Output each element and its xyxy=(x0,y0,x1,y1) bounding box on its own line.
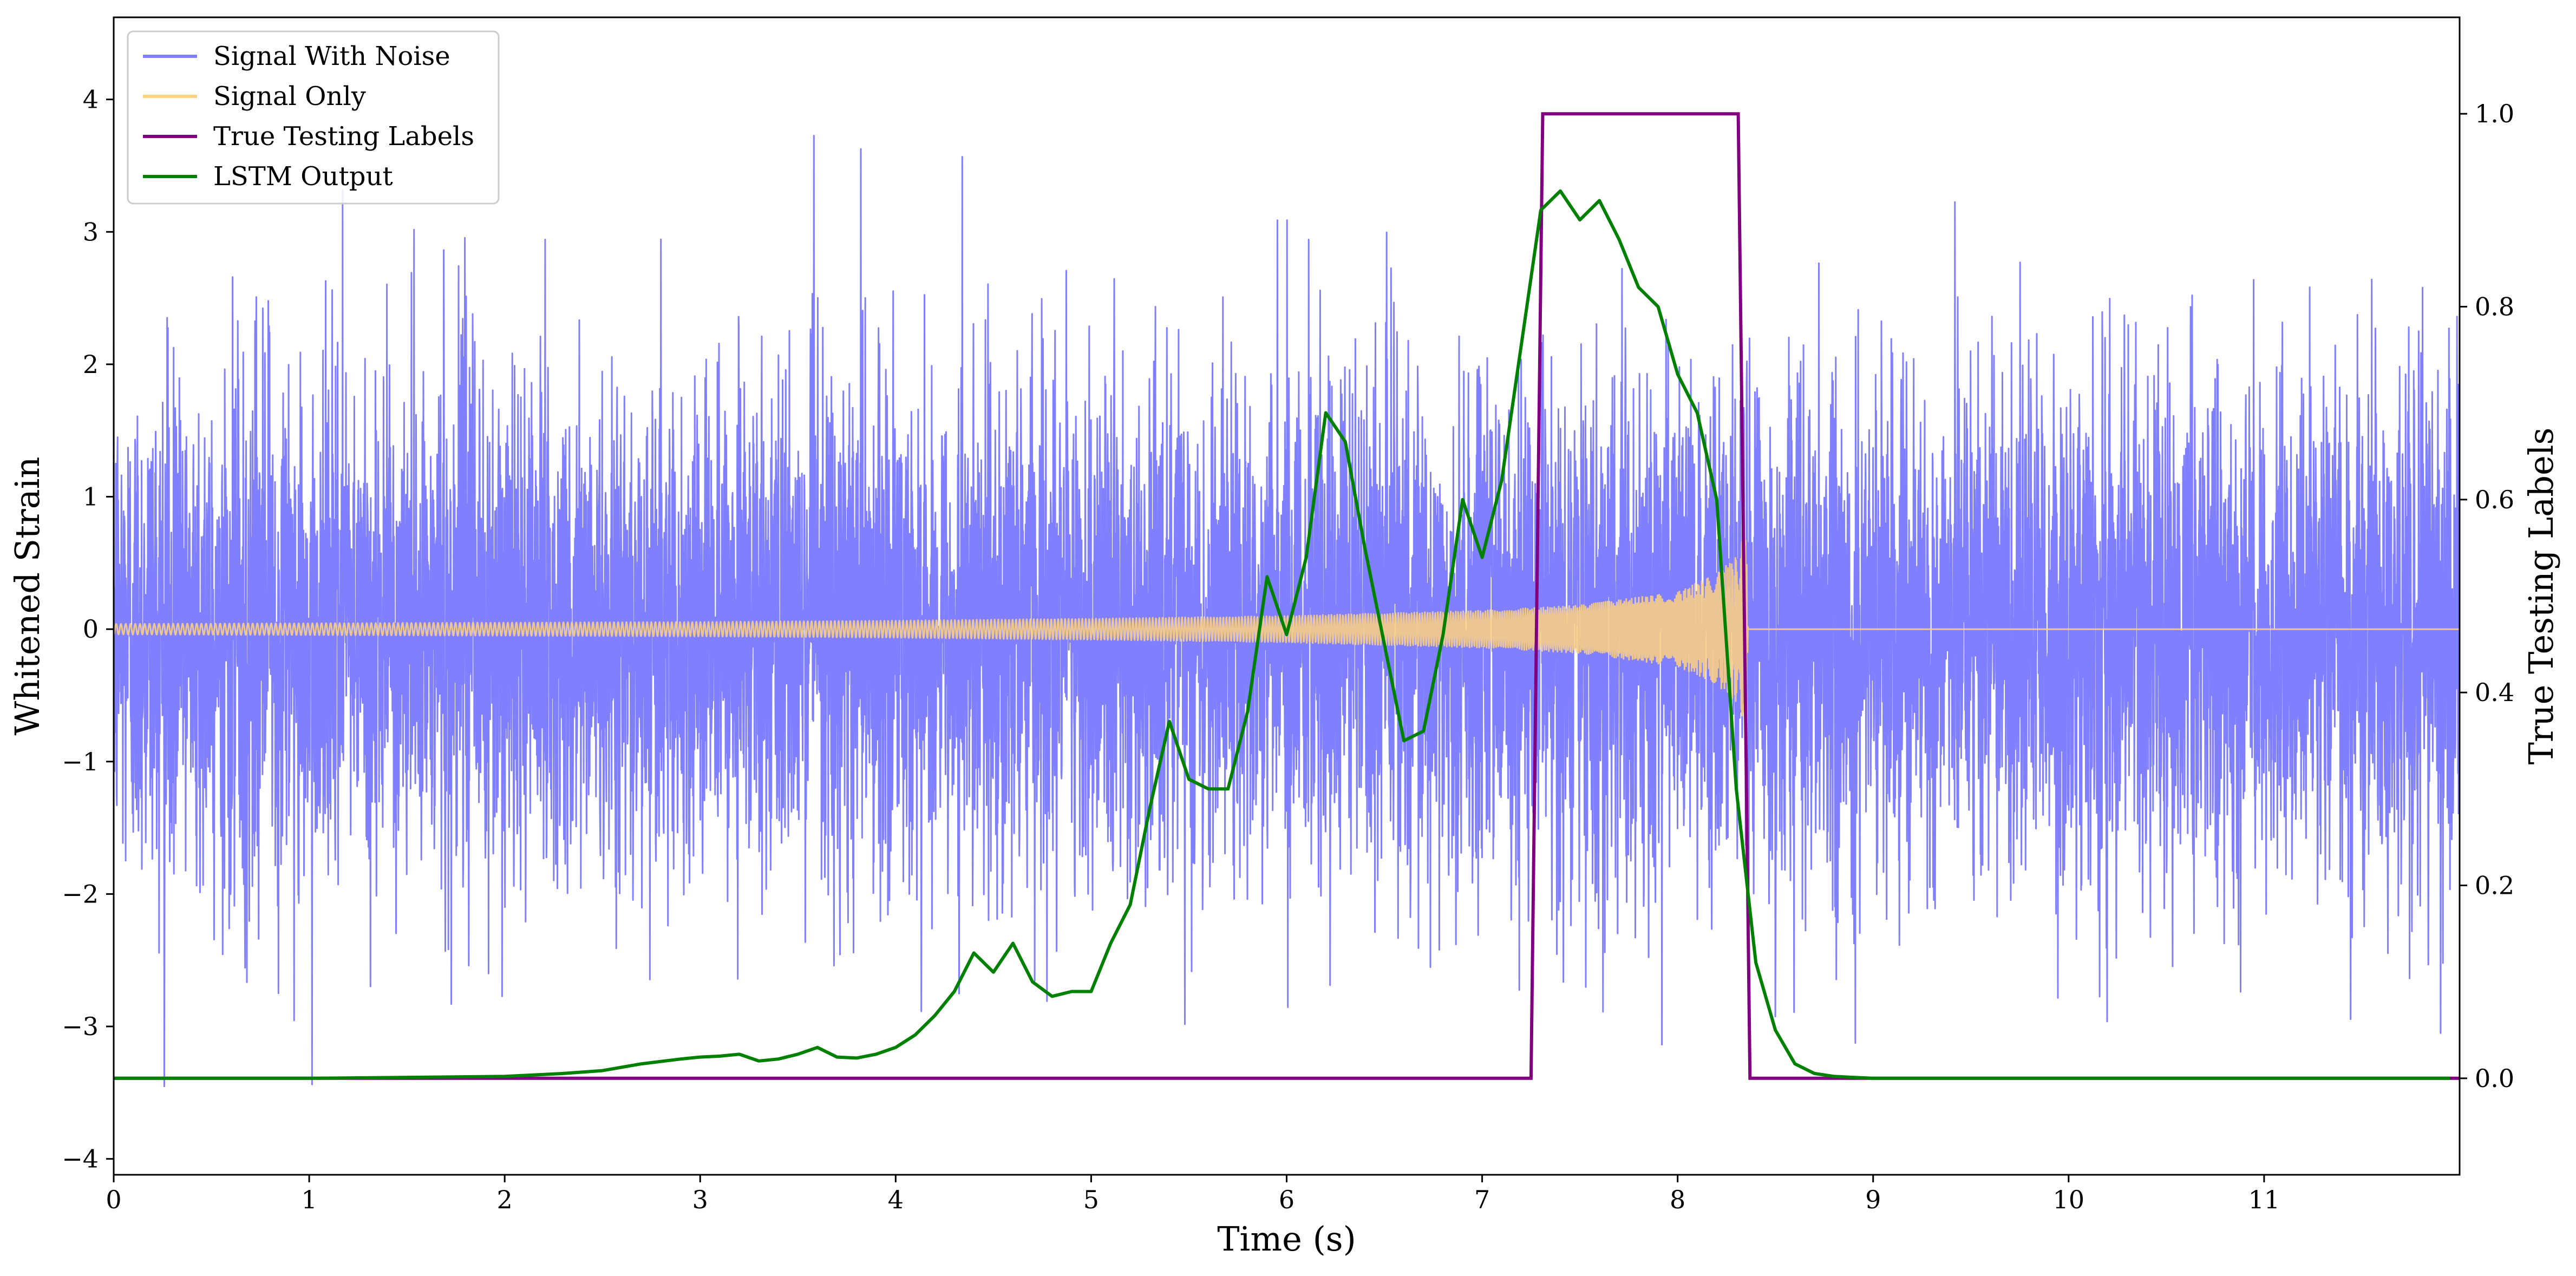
x-tick-label: 9 xyxy=(1865,1185,1881,1214)
legend-label: Signal Only xyxy=(213,81,366,112)
y-tick-label: 3 xyxy=(83,217,99,246)
y-right-tick-label: 0.0 xyxy=(2475,1064,2514,1093)
y-right-tick-label: 0.4 xyxy=(2475,678,2514,707)
x-tick-label: 4 xyxy=(888,1185,904,1214)
legend-box xyxy=(127,30,500,205)
series-layer xyxy=(114,112,2460,1088)
legend: Signal With Noise Signal Only True Testing… xyxy=(127,30,500,205)
y-tick-label: −1 xyxy=(62,747,99,776)
legend-label: Signal With Noise xyxy=(213,41,450,71)
x-tick-label: 3 xyxy=(692,1185,708,1214)
x-axis-label: Time (s) xyxy=(1217,1219,1356,1259)
x-tick-label: 1 xyxy=(301,1185,317,1214)
x-tick-label: 5 xyxy=(1083,1185,1099,1214)
x-tick-label: 10 xyxy=(2053,1185,2085,1214)
y-tick-label: 0 xyxy=(83,614,99,644)
x-tick-label: 8 xyxy=(1670,1185,1685,1214)
y-right-tick-label: 0.8 xyxy=(2475,292,2514,322)
x-tick-label: 6 xyxy=(1279,1185,1294,1214)
axes-layer: 0 1 2 3 4 5 6 7 8 9 10 11 −4 −3 −2 −1 0 1 2 3 4 0.0 0.2 0.4 0.6 0… xyxy=(8,16,2561,1259)
x-tick-label: 0 xyxy=(106,1185,121,1214)
y-right-tick-label: 0.2 xyxy=(2475,871,2514,900)
series-signal-with-noise xyxy=(114,135,2460,1088)
series-lstm-output xyxy=(114,189,2450,1080)
y-axis-label: Whitened Strain xyxy=(8,457,47,736)
legend-label: True Testing Labels xyxy=(213,121,474,152)
y-tick-label: 4 xyxy=(83,85,99,114)
y-tick-label: 1 xyxy=(83,482,99,512)
y-right-tick-label: 1.0 xyxy=(2475,99,2514,128)
x-tick-label: 7 xyxy=(1474,1185,1490,1214)
y-tick-label: −4 xyxy=(62,1144,99,1174)
y-tick-label: −2 xyxy=(62,879,99,908)
x-tick-label: 2 xyxy=(497,1185,513,1214)
y-right-tick-label: 0.6 xyxy=(2475,485,2514,514)
y-tick-label: −3 xyxy=(62,1012,99,1041)
y-right-axis-label: True Testing Labels xyxy=(2521,428,2561,765)
legend-label: LSTM Output xyxy=(213,161,393,192)
x-tick-label: 11 xyxy=(2248,1185,2280,1214)
y-tick-label: 2 xyxy=(83,350,99,379)
